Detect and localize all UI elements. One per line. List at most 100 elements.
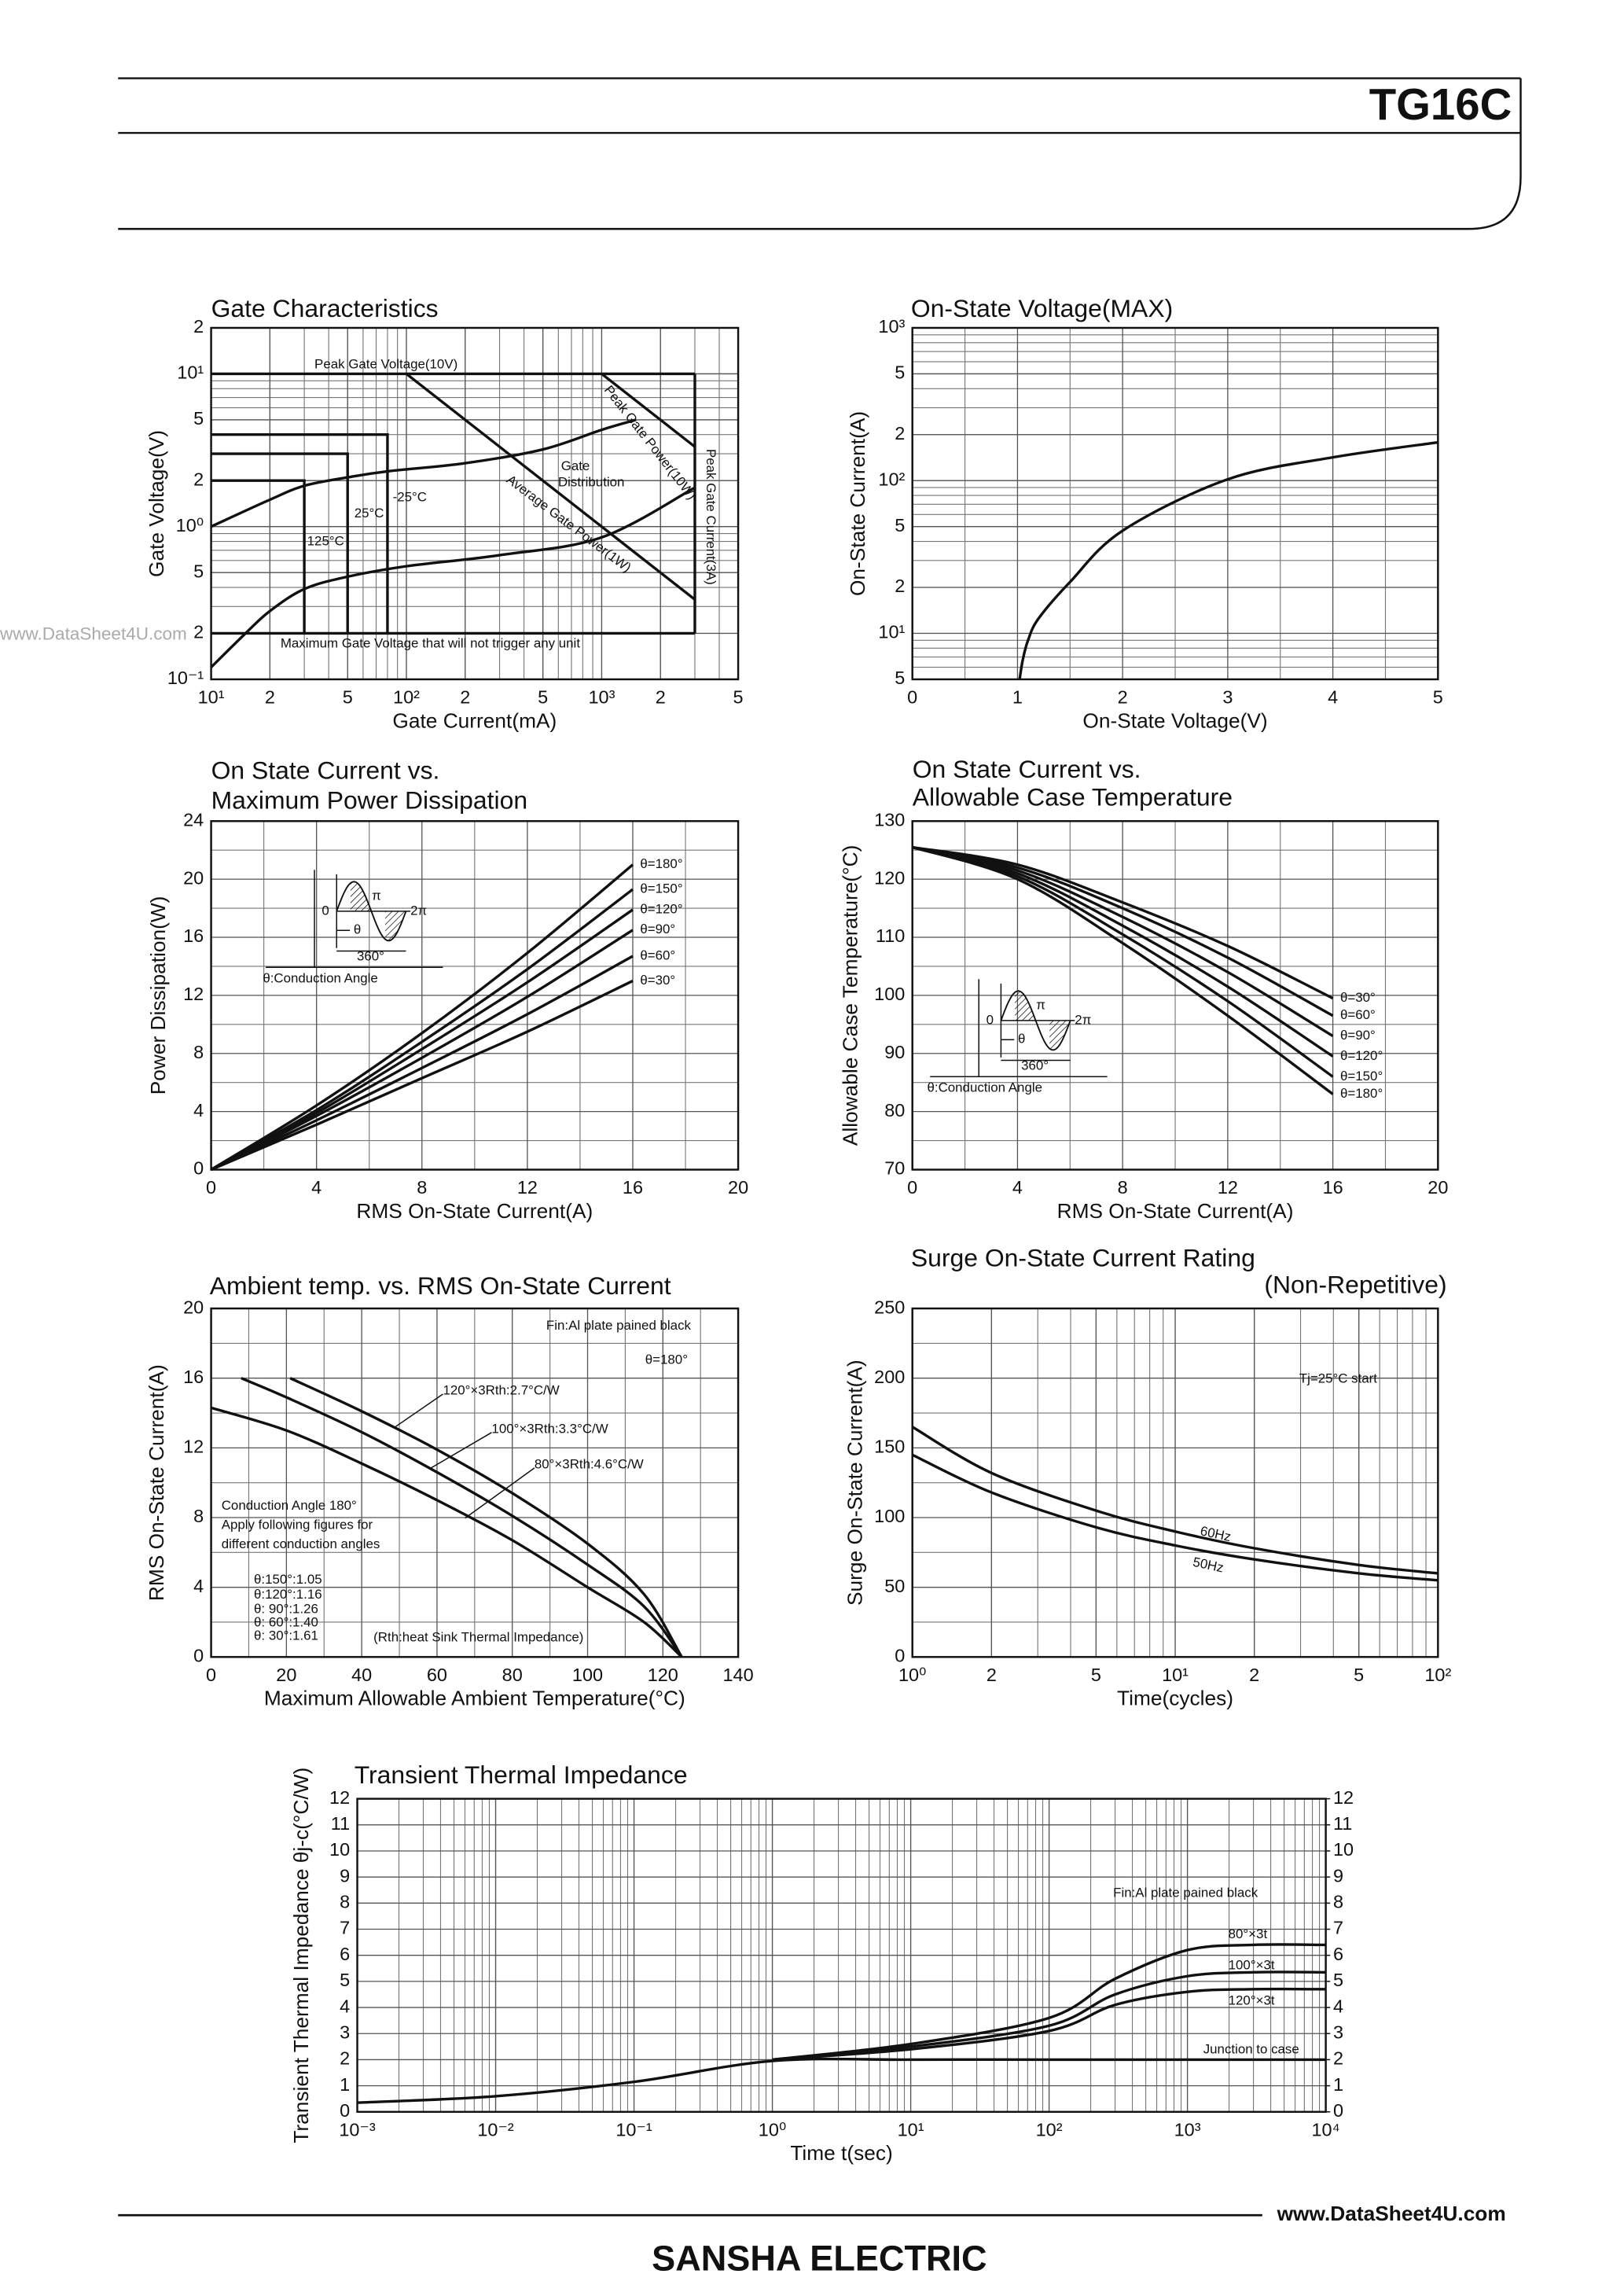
- y-tick-label: 10¹: [177, 362, 204, 383]
- annotation: Fin:Al plate pained black: [1113, 1885, 1258, 1900]
- inset-label: 360°: [357, 949, 384, 964]
- x-tick-label: 10¹: [198, 687, 225, 708]
- y2-tick-label: 3: [1333, 2022, 1343, 2042]
- x-tick-label: 5: [343, 687, 353, 708]
- x-tick-label: 12: [517, 1177, 538, 1198]
- annotation: Gate: [561, 458, 590, 473]
- annotation: Apply following figures for: [222, 1518, 373, 1533]
- y-tick-label: 10²: [878, 469, 905, 489]
- y-tick-label: 0: [193, 1646, 204, 1666]
- annotation: θ: 30°:1.61: [254, 1628, 318, 1643]
- y-tick-label: 4: [193, 1576, 204, 1596]
- series-line: [772, 1943, 1326, 2062]
- x-tick-label: 4: [1012, 1177, 1023, 1198]
- y-axis-label: Allowable Case Temperature(°C): [839, 845, 862, 1146]
- series-label: 100°×3t: [1229, 1957, 1275, 1972]
- y-tick-label: 10: [329, 1839, 350, 1860]
- y-tick-label: 90: [884, 1042, 905, 1062]
- x-tick-label: 20: [728, 1177, 748, 1198]
- y-tick-label: 0: [895, 1646, 905, 1666]
- x-tick-label: 5: [538, 687, 548, 708]
- y-tick-label: 100: [874, 1506, 905, 1526]
- x-tick-label: 12: [1218, 1177, 1238, 1198]
- plot-frame: [911, 326, 1439, 681]
- label-leader: [395, 1393, 443, 1427]
- annotation: different conduction angles: [222, 1536, 380, 1551]
- x-axis-label: RMS On-State Current(A): [1057, 1199, 1294, 1223]
- series-line: [772, 1987, 1326, 2062]
- y-tick-label: 70: [884, 1158, 905, 1179]
- inset-label: 360°: [1021, 1058, 1049, 1073]
- y-tick-label: 150: [874, 1437, 905, 1457]
- y-axis-label: Gate Voltage(V): [145, 430, 168, 577]
- annotation: Tj=25°C start: [1299, 1371, 1378, 1386]
- header-title: TG16C: [1369, 79, 1512, 129]
- series-line: [211, 452, 349, 634]
- series-line: [911, 1426, 1438, 1575]
- x-tick-label: 4: [311, 1177, 321, 1198]
- x-tick-label: 100: [572, 1665, 603, 1685]
- x-tick-label: 2: [1118, 687, 1128, 708]
- y2-tick-label: 5: [1333, 1970, 1343, 1990]
- series-label: θ=120°: [640, 901, 682, 916]
- y-tick-label: 20: [183, 867, 204, 888]
- y-tick-label: 100: [874, 984, 905, 1004]
- header-frame: [118, 77, 1522, 230]
- y-axis-label: RMS On-State Current(A): [145, 1364, 168, 1601]
- x-tick-label: 120: [648, 1665, 678, 1685]
- inset-hatch: [1015, 991, 1071, 1050]
- y-tick-label: 0: [340, 2100, 350, 2121]
- series-line: [210, 486, 696, 668]
- y-tick-label: 80: [884, 1100, 905, 1120]
- y-tick-label: 5: [895, 515, 905, 535]
- x-tick-label: 0: [206, 1177, 216, 1198]
- y-tick-label: 8: [193, 1506, 204, 1526]
- x-tick-label: 5: [1354, 1665, 1364, 1685]
- y-tick-label: 10⁰: [176, 515, 204, 535]
- y-tick-label: 16: [183, 925, 204, 946]
- y2-tick-label: 6: [1333, 1944, 1343, 1964]
- inset-label: 0: [987, 1012, 994, 1027]
- chart-title: Ambient temp. vs. RMS On-State Current: [210, 1271, 671, 1300]
- y-tick-label: 2: [193, 622, 204, 642]
- series-line: [357, 2057, 1326, 2104]
- y-tick-label: 2: [340, 2048, 350, 2069]
- y-tick-label: 4: [340, 1996, 350, 2016]
- y-tick-label: 12: [183, 984, 204, 1004]
- x-tick-label: 0: [206, 1665, 216, 1685]
- series-label: 25°C: [355, 506, 384, 521]
- x-tick-label: 40: [351, 1665, 372, 1685]
- y-tick-label: 8: [193, 1042, 204, 1062]
- x-tick-label: 10¹: [898, 2119, 924, 2140]
- footer-company: SANSHA ELECTRIC: [652, 2238, 987, 2278]
- series-line: [210, 979, 634, 1172]
- x-tick-label: 10²: [1424, 1665, 1451, 1685]
- y-tick-label: 50: [884, 1576, 905, 1596]
- annotation: θ: 60°:1.40: [254, 1615, 318, 1630]
- series-label: θ=90°: [640, 922, 675, 936]
- annotation: θ=180°: [645, 1352, 688, 1367]
- series-label: -25°C: [393, 489, 427, 504]
- y-tick-label: 6: [340, 1944, 350, 1964]
- series-line: [210, 418, 637, 528]
- y2-tick-label: 12: [1333, 1787, 1354, 1808]
- y-axis-label: Power Dissipation(W): [146, 896, 170, 1095]
- series-label: Peak Gate Current(3A): [704, 449, 718, 585]
- watermark: www.DataSheet4U.com: [0, 624, 187, 644]
- chart-title: Transient Thermal Impedance: [355, 1761, 688, 1789]
- y-tick-label: 120: [874, 867, 905, 888]
- x-tick-label: 20: [1427, 1177, 1448, 1198]
- series-line: [912, 845, 1334, 1038]
- chart-title: On State Current vs.: [913, 755, 1141, 783]
- y2-tick-label: 1: [1333, 2074, 1343, 2095]
- x-tick-label: 2: [1249, 1665, 1259, 1685]
- y-tick-label: 9: [340, 1865, 350, 1886]
- chart-title: Maximum Power Dissipation: [211, 786, 527, 814]
- x-tick-label: 80: [502, 1665, 523, 1685]
- x-tick-label: 10²: [393, 687, 420, 708]
- x-tick-label: 8: [417, 1177, 427, 1198]
- y2-tick-label: 0: [1333, 2100, 1343, 2121]
- y-tick-label: 12: [183, 1437, 204, 1457]
- y-tick-label: 200: [874, 1367, 905, 1387]
- label-leader: [431, 1432, 492, 1469]
